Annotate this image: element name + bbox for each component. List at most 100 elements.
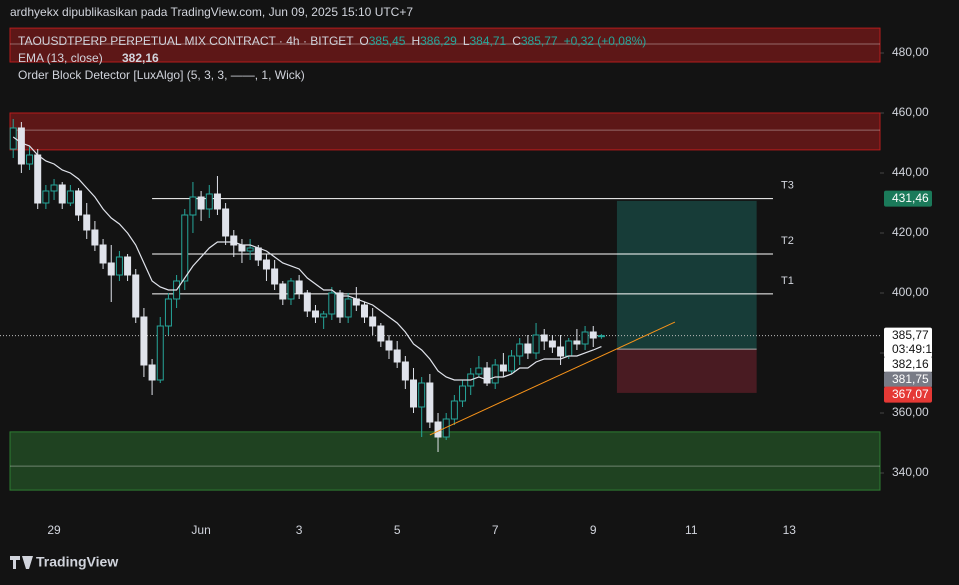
candle-body — [205, 193, 213, 210]
candle-body — [107, 262, 115, 276]
candle-body — [181, 214, 189, 282]
candle-body — [99, 244, 107, 264]
candle-body — [450, 400, 458, 420]
candle-body — [17, 127, 25, 165]
candle-body — [254, 247, 262, 261]
x-tick-label: 5 — [394, 523, 401, 537]
candle-body — [75, 190, 83, 216]
candle-body — [418, 382, 426, 408]
candle-body — [66, 190, 74, 204]
candle-body — [238, 244, 246, 252]
candle-body — [197, 196, 205, 210]
price-label: 367,07 — [892, 387, 929, 401]
candle-body — [369, 316, 377, 327]
price-label: 431,46 — [892, 191, 929, 205]
candle-body — [50, 184, 58, 192]
candle-body — [262, 259, 270, 270]
candle-body — [540, 334, 548, 342]
candle-body — [442, 418, 450, 438]
candle-body — [328, 292, 336, 315]
price-label-bg — [884, 190, 932, 207]
indicator-legend: Order Block Detector [LuxAlgo] (5, 3, 3,… — [18, 68, 305, 82]
candle-body — [589, 331, 597, 339]
x-tick-label: 3 — [296, 523, 303, 537]
candle-body — [164, 298, 172, 327]
brand-logo — [10, 556, 33, 569]
candle-body — [573, 340, 581, 345]
candle-body — [279, 283, 287, 300]
x-tick-label: 11 — [685, 523, 698, 537]
legend-symbol: TAOUSDTPERP PERPETUAL MIX CONTRACT · 4h … — [18, 34, 354, 48]
candle-body — [58, 184, 66, 204]
candle-body — [557, 346, 565, 357]
candle-body — [483, 367, 491, 384]
candle-body — [26, 154, 34, 165]
candle-body — [516, 343, 524, 357]
stop-box — [616, 349, 757, 393]
x-tick-label: 9 — [590, 523, 597, 537]
legend-o: 385,45 — [369, 34, 406, 48]
price-label-bg — [884, 356, 932, 373]
target-box — [616, 200, 757, 350]
candle-body — [91, 229, 99, 246]
candle-body — [132, 274, 140, 318]
y-tick-label: 460,00 — [892, 105, 929, 119]
price-label: 385,77 — [892, 328, 929, 342]
candle-body — [246, 247, 254, 252]
y-tick-label: 400,00 — [892, 285, 929, 299]
candle-body — [115, 256, 123, 276]
y-tick-label: 420,00 — [892, 225, 929, 239]
legend-c: 385,77 — [521, 34, 558, 48]
candle-body — [532, 334, 540, 354]
candle-body — [271, 268, 279, 285]
x-tick-label: Jun — [191, 523, 210, 537]
target-label: T2 — [781, 235, 794, 247]
legend-change: +0,32 (+0,08%) — [564, 34, 647, 48]
ema-legend: EMA (13, close) — [18, 51, 103, 65]
candle-body — [320, 313, 328, 318]
countdown: 03:49:11 — [892, 342, 938, 356]
x-tick-label: 7 — [492, 523, 499, 537]
candle-body — [410, 379, 418, 408]
x-tick-label: 29 — [47, 523, 61, 537]
y-tick-label: 440,00 — [892, 165, 929, 179]
candle-body — [34, 154, 42, 204]
legend-h-label: H — [411, 34, 420, 48]
legend-l: 384,71 — [470, 34, 507, 48]
legend-h: 386,29 — [420, 34, 457, 48]
candle-body — [475, 367, 483, 375]
legend-o-label: O — [359, 34, 368, 48]
order-block — [9, 112, 881, 151]
candle-body — [83, 214, 91, 231]
candle-body — [508, 355, 516, 372]
candle-body — [189, 196, 197, 216]
candle-body — [148, 364, 156, 381]
order-block — [9, 27, 881, 63]
candle-body — [42, 190, 50, 204]
candle-body — [393, 349, 401, 363]
y-tick-label: 480,00 — [892, 45, 929, 59]
candle-body — [295, 280, 303, 294]
candle-body — [434, 421, 442, 438]
candle-body — [459, 385, 467, 402]
order-block — [9, 431, 881, 491]
price-label-bg — [884, 386, 932, 403]
brand: TradingView — [36, 554, 118, 570]
price-label: 381,75 — [892, 372, 929, 386]
candle-body — [311, 310, 319, 318]
ema-legend-value: 382,16 — [122, 51, 159, 65]
x-tick-label: 13 — [783, 523, 797, 537]
candle-body — [499, 364, 507, 372]
publisher: ardhyekx dipublikasikan pada TradingView… — [10, 5, 413, 19]
candle-body — [222, 208, 230, 237]
candle-body — [287, 280, 295, 300]
ema-line — [12, 136, 602, 381]
candle-body — [156, 325, 164, 381]
price-label-bg — [884, 327, 932, 358]
candle-body — [230, 235, 238, 246]
y-tick-label: 340,00 — [892, 465, 929, 479]
candle-body — [581, 331, 589, 345]
price-label: 382,16 — [892, 357, 929, 371]
candle-body — [548, 340, 556, 348]
